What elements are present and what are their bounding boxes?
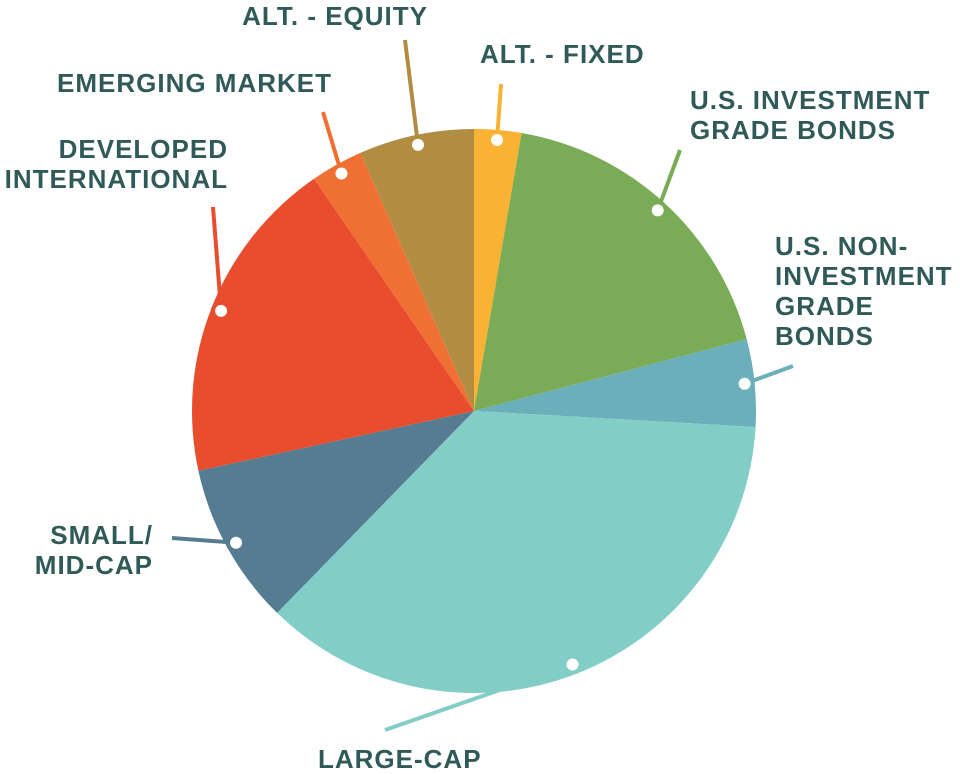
slice-label-0: ALT. - FIXED xyxy=(480,39,645,69)
slice-label-2: U.S. NON-INVESTMENT GRADE BONDS xyxy=(775,231,953,351)
slice-label-line: DEVELOPED xyxy=(59,134,228,164)
pie-slice-5 xyxy=(192,178,475,471)
pie-slice-2 xyxy=(474,339,757,427)
slice-label-1: U.S. INVESTMENT GRADE BONDS xyxy=(690,85,930,145)
pie-slice-1 xyxy=(474,133,747,411)
leader-dot-4 xyxy=(226,532,247,553)
slice-label-line: ALT. - EQUITY xyxy=(242,1,428,31)
slice-label-line: SMALL/ xyxy=(50,520,153,550)
slice-label-5: DEVELOPED INTERNATIONAL xyxy=(5,134,228,194)
leader-lines xyxy=(171,39,794,732)
slice-label-7: ALT. - EQUITY xyxy=(242,1,428,31)
leader-dot-0 xyxy=(487,129,508,150)
slice-label-line: U.S. INVESTMENT xyxy=(690,85,930,115)
slice-label-line: MID-CAP xyxy=(35,550,153,580)
slice-label-line: GRADE xyxy=(775,291,874,321)
leader-dot-1 xyxy=(647,200,668,221)
leader-dot-7 xyxy=(408,134,429,155)
slice-label-line: GRADE BONDS xyxy=(690,115,896,145)
leader-dot-2 xyxy=(734,373,755,394)
leader-line-5 xyxy=(211,206,224,312)
slice-label-line: ALT. - FIXED xyxy=(480,39,645,69)
leader-dot-5 xyxy=(211,300,232,321)
slice-label-4: SMALL/MID-CAP xyxy=(35,520,153,580)
leader-line-6 xyxy=(321,111,344,175)
leader-line-3 xyxy=(384,662,574,732)
leader-line-1 xyxy=(655,149,682,212)
pie-slice-6 xyxy=(314,152,474,412)
leader-line-4 xyxy=(171,536,237,545)
pie-slice-7 xyxy=(360,129,474,411)
slice-label-line: INTERNATIONAL xyxy=(5,164,228,194)
slice-label-line: INVESTMENT xyxy=(775,261,953,291)
slice-label-line: LARGE-CAP xyxy=(318,744,482,774)
leader-dot-6 xyxy=(331,163,352,184)
pie-slice-0 xyxy=(474,129,522,411)
slice-label-3: LARGE-CAP xyxy=(318,744,482,774)
leader-dot-3 xyxy=(562,654,583,675)
leader-line-7 xyxy=(403,39,420,146)
slice-label-line: U.S. NON- xyxy=(775,231,908,261)
pie-slice-4 xyxy=(198,411,474,613)
pie-slice-3 xyxy=(277,411,756,694)
slice-label-line: EMERGING MARKET xyxy=(57,68,332,98)
slice-label-line: BONDS xyxy=(775,321,874,351)
pie-slices xyxy=(192,129,757,694)
slice-label-6: EMERGING MARKET xyxy=(57,68,332,98)
